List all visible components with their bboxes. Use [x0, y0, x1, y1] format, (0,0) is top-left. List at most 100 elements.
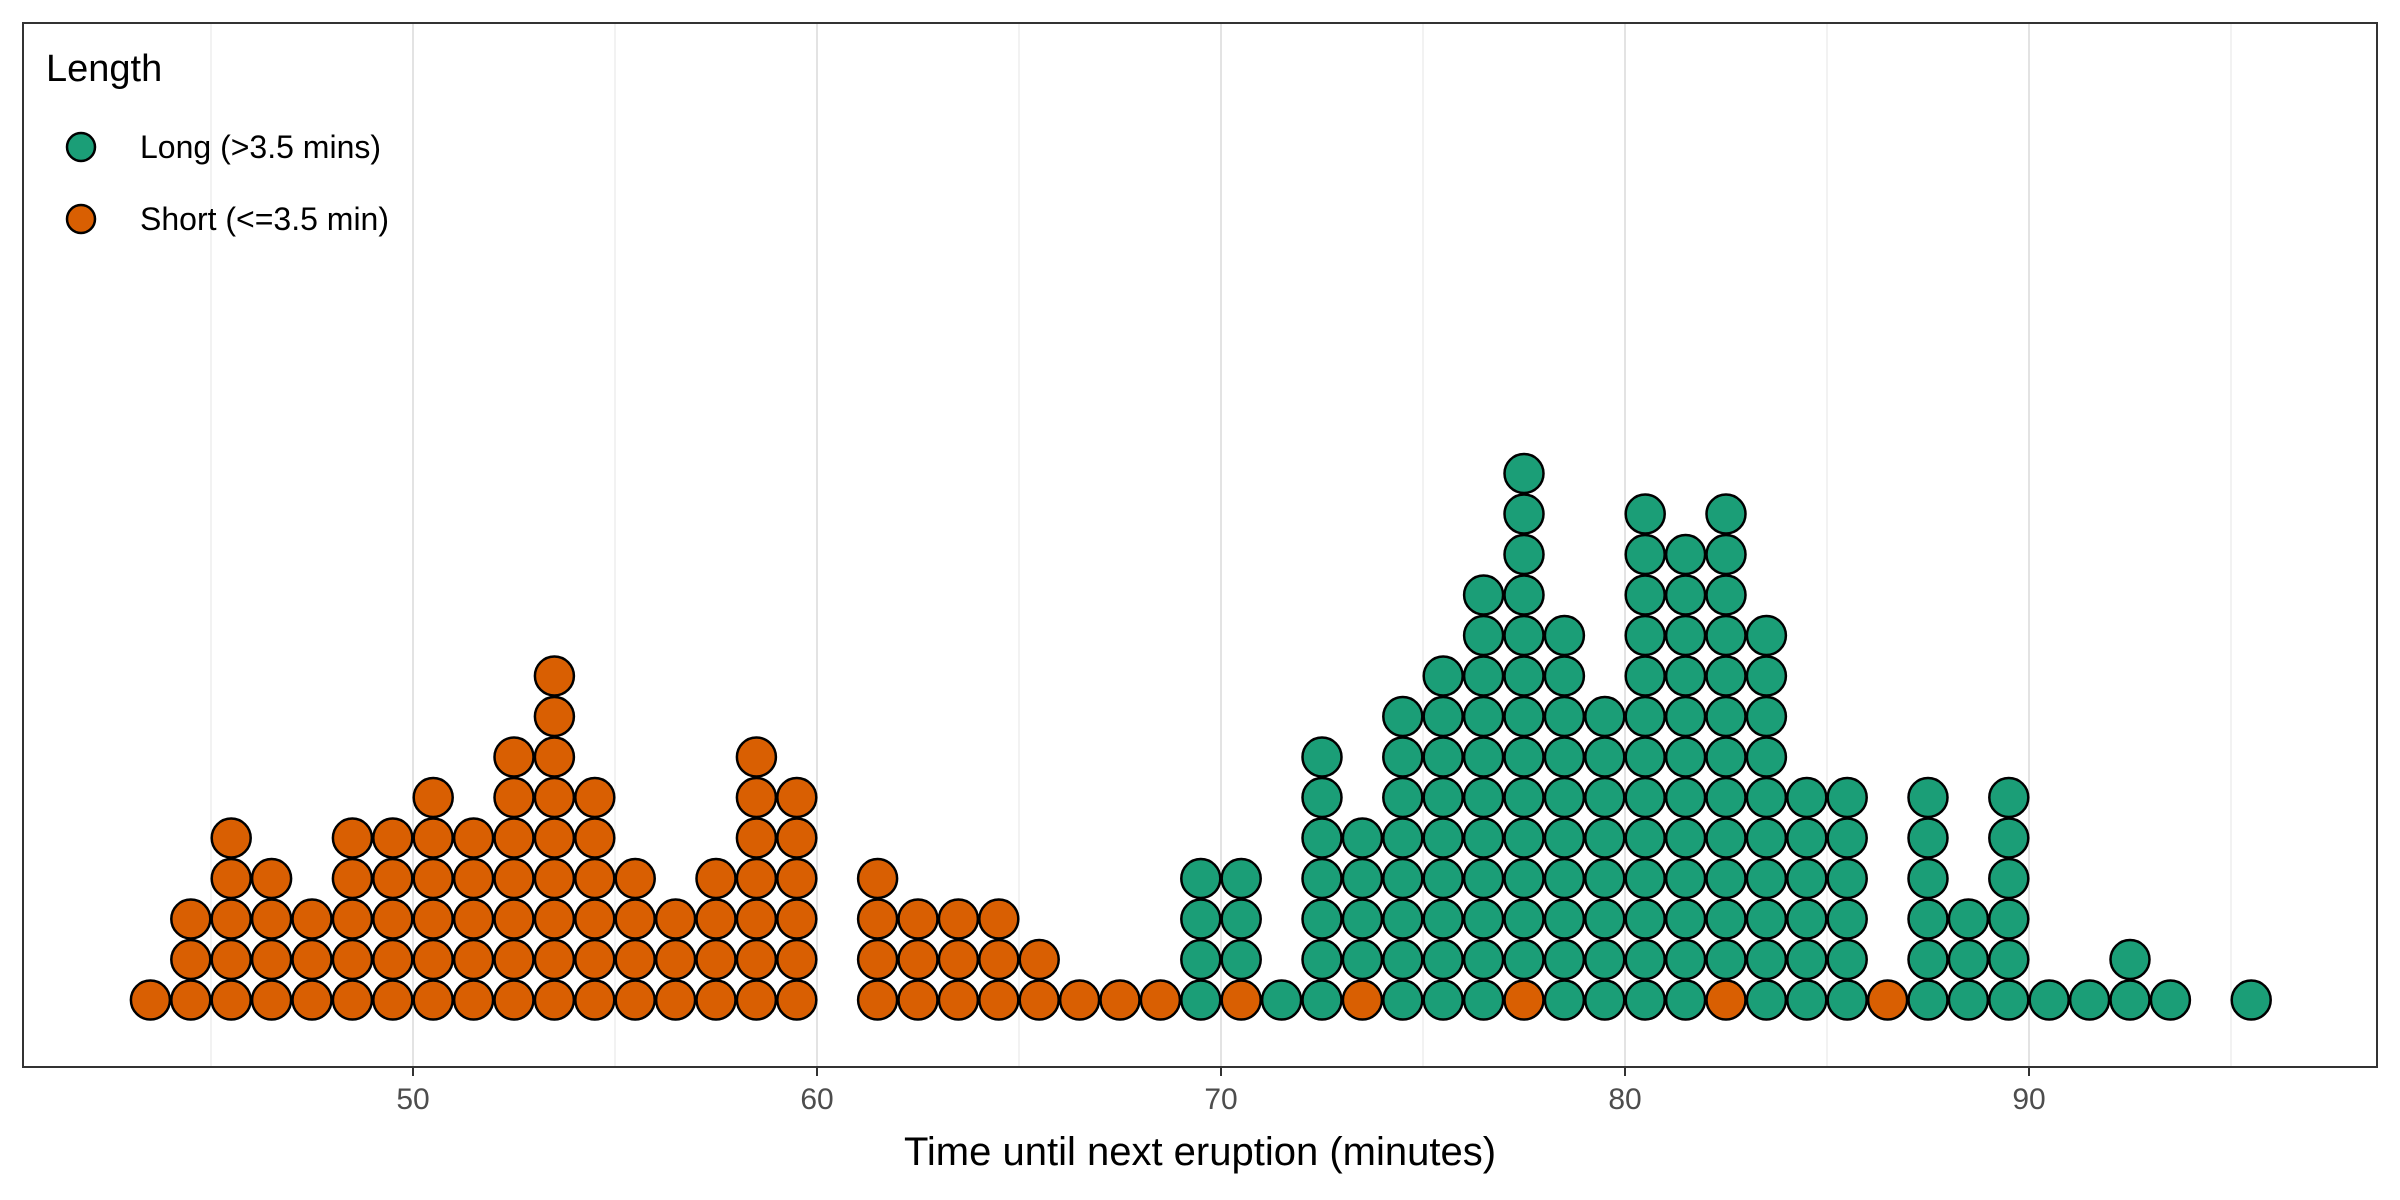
data-dot-short: [412, 817, 454, 859]
data-dot-long: [1584, 695, 1626, 738]
data-dot-long: [1745, 614, 1788, 657]
data-dot-long: [1745, 776, 1788, 819]
data-dot-long: [1584, 776, 1626, 819]
data-dot-short: [452, 817, 495, 859]
data-dot-short: [412, 938, 454, 981]
data-dot-long: [1503, 776, 1545, 819]
data-dot-long: [1462, 655, 1505, 697]
data-dot-long: [1786, 857, 1828, 900]
data-dot-long: [1503, 614, 1545, 657]
data-dot-long: [1786, 817, 1828, 859]
data-dot-short: [210, 817, 252, 859]
data-dot-long: [1947, 898, 1990, 940]
data-dot-short: [574, 938, 616, 981]
data-dot-long: [1705, 817, 1747, 859]
data-dot-long: [1705, 614, 1747, 657]
data-dot-short: [574, 857, 616, 900]
data-dot-long: [1422, 776, 1464, 819]
data-dot-short: [574, 776, 616, 819]
data-dot-short: [978, 938, 1020, 981]
data-dot-short: [452, 857, 495, 900]
data-dot-short: [291, 898, 333, 940]
data-dot-short: [1058, 979, 1101, 1021]
data-dot-long: [1503, 493, 1545, 535]
data-dot-long: [1382, 979, 1424, 1021]
data-dot-long: [1624, 655, 1666, 697]
data-dot-short: [978, 898, 1020, 940]
data-dot-long: [1462, 938, 1505, 981]
legend-key-long: [65, 131, 97, 163]
data-dot-short: [533, 776, 576, 819]
data-dot-long: [1180, 857, 1222, 900]
data-dot-short: [735, 979, 778, 1021]
data-dot-long: [1826, 979, 1868, 1021]
data-dot-short: [856, 938, 899, 981]
data-dot-long: [1826, 776, 1868, 819]
data-dot-short: [1099, 979, 1141, 1021]
data-dot-short: [533, 736, 576, 778]
data-dot-long: [1301, 736, 1343, 778]
data-dot-long: [1624, 493, 1666, 535]
legend-label-long: Long (>3.5 mins): [140, 129, 381, 165]
data-dot-long: [1705, 655, 1747, 697]
data-dot-short: [776, 979, 818, 1021]
data-dot-short: [412, 776, 454, 819]
data-dot-long: [1584, 898, 1626, 940]
data-dot-short: [735, 857, 778, 900]
data-dot-long: [1462, 898, 1505, 940]
data-dot-short: [776, 817, 818, 859]
data-dot-long: [1301, 979, 1343, 1021]
data-dot-long: [1462, 776, 1505, 819]
data-dot-long: [1664, 857, 1707, 900]
data-dot-short: [1139, 979, 1182, 1021]
data-dot-short: [372, 938, 414, 981]
data-dot-short: [493, 817, 535, 859]
data-dot-long: [1786, 938, 1828, 981]
data-dot-long: [1664, 695, 1707, 738]
data-dot-long: [1705, 493, 1747, 535]
data-dot-short: [937, 979, 980, 1021]
panel-border: [22, 22, 2378, 1068]
data-dot-short: [170, 898, 212, 940]
data-dot-short: [1705, 979, 1747, 1021]
data-dot-long: [1988, 857, 2030, 900]
data-dot-long: [1826, 938, 1868, 981]
data-dot-long: [1745, 979, 1788, 1021]
data-dot-long: [1462, 695, 1505, 738]
data-dot-short: [695, 898, 737, 940]
data-dot-short: [1341, 979, 1384, 1021]
data-dot-short: [654, 938, 697, 981]
legend-key-short: [65, 203, 97, 235]
data-dot-long: [1301, 898, 1343, 940]
data-dot-short: [1018, 938, 1060, 981]
data-dot-long: [1341, 938, 1384, 981]
data-dot-long: [1584, 736, 1626, 778]
data-dot-long: [1382, 776, 1424, 819]
data-dot-short: [654, 979, 697, 1021]
data-dot-short: [493, 898, 535, 940]
data-dot-short: [695, 979, 737, 1021]
data-dot-long: [1907, 898, 1949, 940]
data-dot-short: [856, 857, 899, 900]
data-dot-short: [250, 979, 293, 1021]
data-dot-short: [250, 898, 293, 940]
data-dot-long: [1584, 817, 1626, 859]
data-dot-long: [1664, 655, 1707, 697]
data-dot-long: [1503, 938, 1545, 981]
data-dot-long: [1705, 736, 1747, 778]
data-dot-long: [1341, 898, 1384, 940]
data-dot-long: [1745, 857, 1788, 900]
data-dot-short: [735, 817, 778, 859]
data-dot-short: [695, 938, 737, 981]
data-dot-short: [533, 817, 576, 859]
data-dot-long: [1422, 857, 1464, 900]
data-dot-long: [1745, 736, 1788, 778]
data-dot-short: [210, 857, 252, 900]
data-dot-long: [2109, 938, 2151, 981]
data-dot-long: [1624, 979, 1666, 1021]
data-dot-short: [1220, 979, 1262, 1021]
data-dot-long: [1220, 938, 1262, 981]
data-dot-long: [1422, 979, 1464, 1021]
data-dot-long: [1503, 695, 1545, 738]
